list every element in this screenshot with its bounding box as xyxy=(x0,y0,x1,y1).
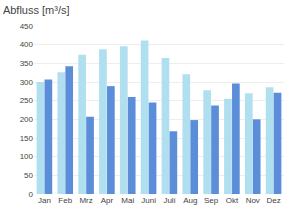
svg-text:200: 200 xyxy=(20,115,34,124)
svg-text:350: 350 xyxy=(20,59,34,68)
svg-text:400: 400 xyxy=(20,40,34,49)
svg-text:Feb: Feb xyxy=(58,196,72,205)
svg-text:Nov: Nov xyxy=(246,196,260,205)
svg-text:Jan: Jan xyxy=(38,196,51,205)
svg-text:250: 250 xyxy=(20,96,34,105)
svg-text:Abfluss [m³/s]: Abfluss [m³/s] xyxy=(3,4,70,16)
svg-text:150: 150 xyxy=(20,134,34,143)
svg-text:Dez: Dez xyxy=(266,196,280,205)
svg-text:100: 100 xyxy=(20,152,34,161)
svg-text:Juli: Juli xyxy=(163,196,175,205)
svg-text:Mrz: Mrz xyxy=(79,196,92,205)
svg-text:Mai: Mai xyxy=(121,196,134,205)
svg-text:Apr: Apr xyxy=(101,196,114,205)
svg-text:0: 0 xyxy=(29,190,34,199)
svg-text:450: 450 xyxy=(20,22,34,31)
svg-text:Aug: Aug xyxy=(183,196,197,205)
svg-text:50: 50 xyxy=(24,171,33,180)
svg-text:Okt: Okt xyxy=(226,196,239,205)
svg-text:Sep: Sep xyxy=(204,196,219,205)
svg-text:Juni: Juni xyxy=(141,196,156,205)
svg-text:300: 300 xyxy=(20,78,34,87)
